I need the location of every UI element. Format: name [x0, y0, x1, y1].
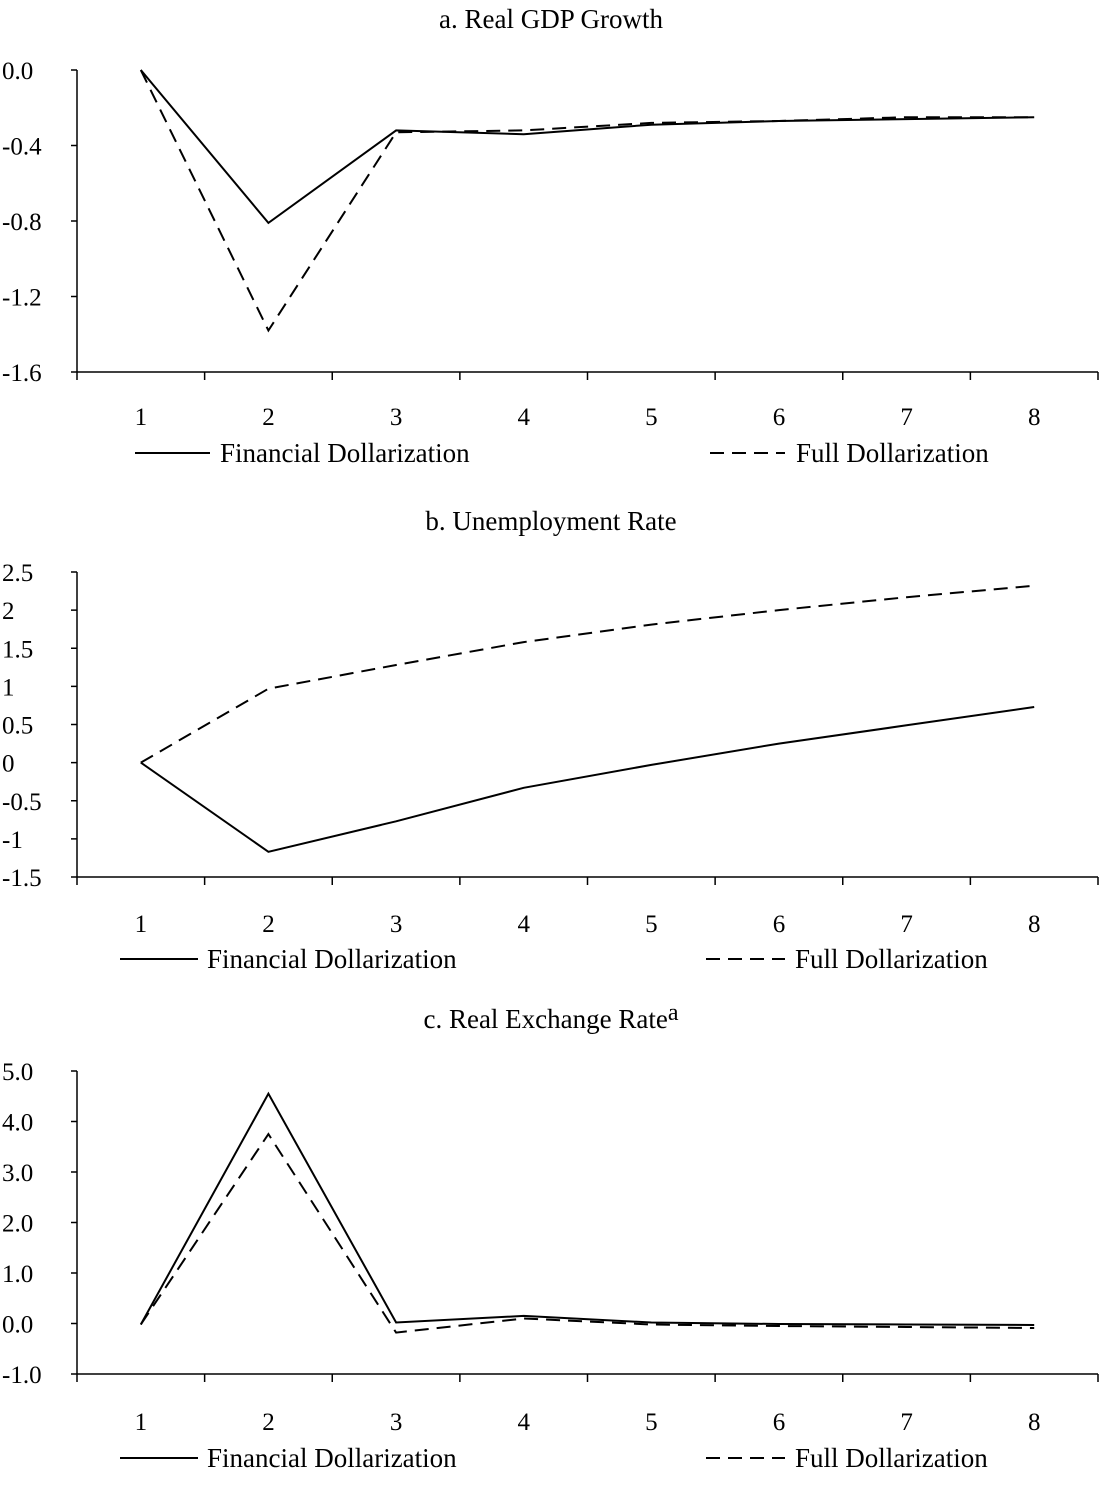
- x-tick-label: 4: [517, 1409, 530, 1436]
- x-tick-label: 4: [517, 404, 530, 431]
- y-tick-label: 0.5: [2, 713, 33, 740]
- x-tick-label: 5: [645, 1409, 658, 1436]
- x-tick-label: 8: [1028, 1409, 1041, 1436]
- x-tick-label: 7: [900, 1409, 913, 1436]
- x-tick-label: 4: [517, 911, 530, 938]
- legend-label-financial-dollarization: Financial Dollarization: [220, 438, 470, 468]
- y-tick-label: -1.5: [2, 865, 42, 892]
- x-tick-label: 1: [135, 1409, 148, 1436]
- x-tick-label: 6: [773, 1409, 786, 1436]
- legend-label-full-dollarization: Full Dollarization: [795, 944, 988, 974]
- y-tick-label: -0.5: [2, 789, 42, 816]
- series-line-financial-dollarization: [140, 706, 1035, 853]
- series-line-full-dollarization: [139, 69, 1035, 333]
- y-tick-label: -1.6: [2, 360, 42, 387]
- x-tick-label: 2: [262, 404, 275, 431]
- y-tick-label: 2.5: [2, 560, 33, 587]
- y-tick-label: 0.0: [2, 1312, 33, 1339]
- legend-label-financial-dollarization: Financial Dollarization: [207, 1443, 457, 1473]
- x-tick-label: 6: [773, 404, 786, 431]
- x-tick-label: 3: [390, 404, 403, 431]
- y-tick-label: -1.2: [2, 285, 42, 312]
- legend-label-financial-dollarization: Financial Dollarization: [207, 944, 457, 974]
- chart-title: c. Real Exchange Ratea: [423, 1000, 678, 1034]
- y-tick-label: 2: [2, 598, 15, 625]
- y-tick-label: 4.0: [2, 1110, 33, 1137]
- x-tick-label: 5: [645, 911, 658, 938]
- chart-title: b. Unemployment Rate: [425, 506, 676, 536]
- chart-panel-3: c. Real Exchange Ratea 5.0 4.0 3.0 2.0 1.0 0.0…: [2, 1000, 1099, 1473]
- x-tick-label: 2: [262, 1409, 275, 1436]
- x-tick-label: 8: [1028, 404, 1041, 431]
- series-line-financial-dollarization: [139, 1091, 1035, 1326]
- chart-panel-2: b. Unemployment Rate 2.5 2 1.5 1 0.5 0 -0.5 -1 -1…: [2, 506, 1099, 974]
- x-tick-label: 6: [773, 911, 786, 938]
- y-tick-label: 1.0: [2, 1261, 33, 1288]
- x-tick-label: 8: [1028, 911, 1041, 938]
- series-line-financial-dollarization: [140, 69, 1035, 225]
- y-tick-label: 1: [2, 674, 15, 701]
- y-tick-label: -0.8: [2, 209, 42, 236]
- y-tick-label: -1.0: [2, 1362, 42, 1389]
- y-tick-label: 0.0: [2, 58, 33, 85]
- x-tick-label: 1: [135, 911, 148, 938]
- chart-title-superscript: a: [668, 1000, 679, 1026]
- legend-label-full-dollarization: Full Dollarization: [796, 438, 989, 468]
- chart-panel-1: a. Real GDP Growth 0.0 -0.4 -0.8 -1.2 -1.6 1 2 3…: [2, 4, 1099, 468]
- x-tick-label: 1: [135, 404, 148, 431]
- x-tick-label: 7: [900, 911, 913, 938]
- x-tick-label: 3: [390, 1409, 403, 1436]
- y-tick-label: 1.5: [2, 636, 33, 663]
- y-tick-label: 5.0: [2, 1059, 33, 1086]
- y-tick-label: -1: [2, 827, 23, 854]
- y-tick-label: 3.0: [2, 1160, 33, 1187]
- x-tick-label: 2: [262, 911, 275, 938]
- chart-title: a. Real GDP Growth: [439, 4, 663, 34]
- y-tick-label: 0: [2, 751, 15, 778]
- x-tick-label: 5: [645, 404, 658, 431]
- y-tick-label: -0.4: [2, 134, 42, 161]
- series-line-full-dollarization: [140, 584, 1035, 764]
- x-tick-label: 7: [900, 404, 913, 431]
- x-tick-label: 3: [390, 911, 403, 938]
- legend-label-full-dollarization: Full Dollarization: [795, 1443, 988, 1473]
- y-tick-label: 2.0: [2, 1211, 33, 1238]
- series-line-full-dollarization: [139, 1132, 1035, 1334]
